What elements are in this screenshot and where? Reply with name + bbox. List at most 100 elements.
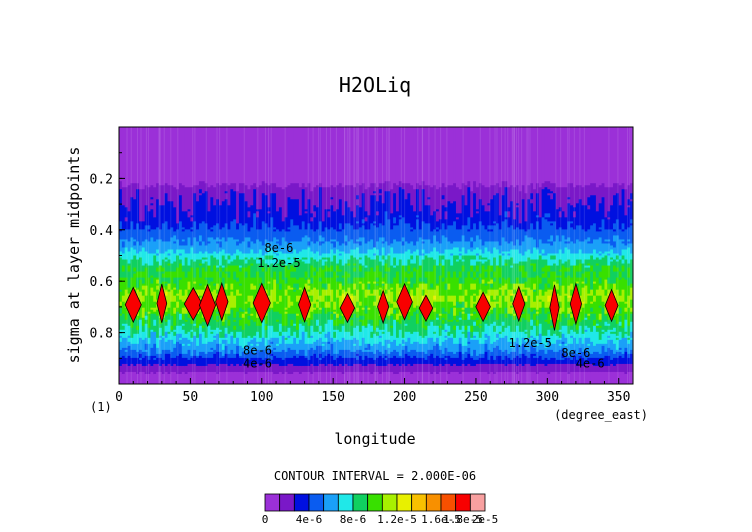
colorbar-swatch bbox=[455, 493, 471, 512]
field-cell bbox=[284, 231, 288, 242]
chart-title: H2OLiq bbox=[339, 73, 411, 97]
field-cell bbox=[601, 307, 605, 331]
field-cell bbox=[498, 255, 503, 268]
field-cell bbox=[621, 265, 625, 272]
field-cell bbox=[401, 349, 405, 359]
field-cell bbox=[424, 239, 428, 254]
field-cell bbox=[318, 333, 323, 339]
field-cell bbox=[470, 325, 474, 333]
field-cell bbox=[595, 323, 600, 327]
field-cell bbox=[138, 245, 143, 252]
field-cell bbox=[624, 249, 628, 260]
field-cell bbox=[524, 301, 528, 321]
field-cell bbox=[227, 333, 231, 345]
x-tick-label: 250 bbox=[464, 390, 487, 405]
field-cell bbox=[461, 353, 465, 361]
field-cell bbox=[487, 315, 491, 327]
field-cell bbox=[119, 301, 123, 307]
field-cell bbox=[458, 351, 463, 367]
field-cell bbox=[153, 277, 157, 293]
field-cell bbox=[224, 273, 228, 285]
field-cell bbox=[378, 183, 383, 190]
field-cell bbox=[510, 313, 514, 317]
field-cell bbox=[413, 267, 417, 272]
field-cell bbox=[270, 355, 274, 361]
field-cell bbox=[324, 355, 328, 367]
field-cell bbox=[607, 219, 611, 230]
field-cell bbox=[156, 371, 160, 384]
field-cell bbox=[467, 255, 471, 272]
field-cell bbox=[490, 295, 494, 303]
field-cell bbox=[624, 307, 628, 313]
field-cell bbox=[213, 285, 217, 291]
field-cell bbox=[621, 243, 625, 250]
field-cell bbox=[484, 261, 488, 270]
field-cell bbox=[370, 295, 374, 321]
field-cell bbox=[324, 241, 328, 254]
field-cell bbox=[310, 221, 314, 230]
field-cell bbox=[181, 353, 186, 359]
field-cell bbox=[250, 295, 254, 309]
field-cell bbox=[184, 229, 188, 246]
field-cell bbox=[158, 127, 163, 186]
field-cell bbox=[327, 371, 331, 384]
field-cell bbox=[627, 185, 631, 200]
field-cell bbox=[167, 307, 171, 315]
field-cell bbox=[378, 365, 383, 375]
field-cell bbox=[387, 289, 391, 303]
field-cell bbox=[298, 289, 303, 297]
field-cell bbox=[590, 371, 594, 384]
field-cell bbox=[119, 251, 123, 258]
field-cell bbox=[598, 325, 602, 329]
field-cell bbox=[367, 307, 371, 311]
field-cell bbox=[467, 187, 471, 218]
field-cell bbox=[387, 315, 391, 321]
field-cell bbox=[418, 335, 423, 345]
field-cell bbox=[196, 241, 200, 254]
field-cell bbox=[478, 249, 483, 256]
field-cell bbox=[584, 349, 588, 361]
field-cell bbox=[421, 253, 425, 256]
field-cell bbox=[473, 127, 477, 182]
field-cell bbox=[358, 257, 363, 260]
field-cell bbox=[578, 307, 582, 313]
field-cell bbox=[533, 259, 537, 264]
field-cell bbox=[344, 363, 348, 373]
field-cell bbox=[444, 363, 448, 373]
field-cell bbox=[464, 253, 468, 256]
field-cell bbox=[330, 127, 334, 186]
field-cell bbox=[321, 343, 325, 347]
field-cell bbox=[244, 323, 248, 339]
field-cell bbox=[481, 205, 485, 226]
field-cell bbox=[144, 285, 148, 297]
field-cell bbox=[207, 187, 211, 212]
field-cell bbox=[290, 289, 294, 303]
field-cell bbox=[453, 305, 457, 309]
field-cell bbox=[327, 209, 331, 212]
field-cell bbox=[467, 331, 471, 343]
field-cell bbox=[621, 271, 625, 278]
field-cell bbox=[564, 239, 568, 242]
field-cell bbox=[250, 227, 254, 242]
field-cell bbox=[281, 229, 286, 238]
field-cell bbox=[187, 371, 191, 384]
field-cell bbox=[521, 127, 525, 186]
field-cell bbox=[318, 313, 323, 327]
field-cell bbox=[261, 337, 266, 351]
field-cell bbox=[575, 329, 580, 335]
field-cell bbox=[567, 343, 571, 357]
field-cell bbox=[341, 337, 345, 351]
field-cell bbox=[193, 127, 197, 186]
field-cell bbox=[341, 289, 345, 295]
field-cell bbox=[338, 307, 343, 317]
field-cell bbox=[236, 229, 240, 240]
field-cell bbox=[244, 353, 248, 359]
field-cell bbox=[327, 283, 331, 297]
field-cell bbox=[435, 313, 440, 319]
field-cell bbox=[238, 345, 243, 357]
field-cell bbox=[541, 253, 545, 256]
field-cell bbox=[598, 365, 602, 373]
field-cell bbox=[447, 301, 451, 315]
field-cell bbox=[547, 243, 551, 254]
field-cell bbox=[347, 287, 351, 297]
